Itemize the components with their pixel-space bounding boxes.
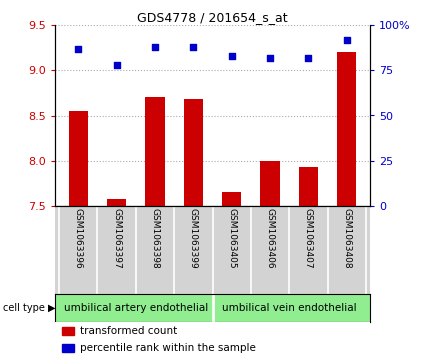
Bar [184,99,203,205]
Text: GSM1063397: GSM1063397 [112,208,121,269]
Bar [222,192,241,205]
Point [113,62,120,68]
Point [152,44,159,50]
Text: umbilical artery endothelial: umbilical artery endothelial [64,303,208,313]
Text: percentile rank within the sample: percentile rank within the sample [80,343,256,353]
Bar [62,344,74,352]
Text: GSM1063398: GSM1063398 [150,208,159,269]
Text: GSM1063396: GSM1063396 [74,208,83,269]
Point [266,55,273,61]
Bar [107,199,126,205]
Point [228,53,235,59]
Bar [145,98,164,205]
Text: GSM1063407: GSM1063407 [304,208,313,269]
Bar [299,167,318,205]
Point [305,55,312,61]
Point [75,46,82,52]
Text: umbilical vein endothelial: umbilical vein endothelial [222,303,357,313]
Text: GSM1063405: GSM1063405 [227,208,236,269]
Point [190,44,197,50]
Title: GDS4778 / 201654_s_at: GDS4778 / 201654_s_at [137,11,288,24]
Text: transformed count: transformed count [80,326,178,336]
Bar [337,52,356,205]
Point [343,37,350,43]
Text: GSM1063399: GSM1063399 [189,208,198,269]
Bar [69,111,88,205]
Text: cell type ▶: cell type ▶ [3,303,55,313]
Bar [261,160,280,205]
Text: GSM1063408: GSM1063408 [342,208,351,269]
Text: GSM1063406: GSM1063406 [266,208,275,269]
Bar [62,327,74,335]
